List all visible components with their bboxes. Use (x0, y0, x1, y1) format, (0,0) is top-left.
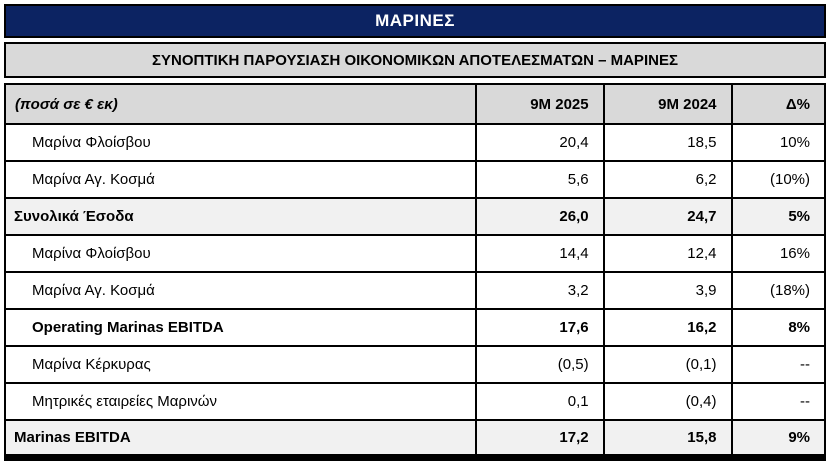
value-9m2025: 3,2 (474, 271, 605, 310)
table-row-operating-marinas-ebitda: Operating Marinas EBITDA 17,6 16,2 8% (4, 308, 826, 347)
value-delta: (10%) (730, 160, 826, 199)
value-9m2024: 18,5 (602, 123, 733, 162)
row-label: Μαρίνα Φλοίσβου (4, 123, 477, 162)
row-label: Μαρίνα Φλοίσβου (4, 234, 477, 273)
value-9m2024: 12,4 (602, 234, 733, 273)
value-delta: (18%) (730, 271, 826, 310)
value-9m2024: 16,2 (602, 308, 733, 347)
table-row-marinas-ebitda: Marinas EBITDA 17,2 15,8 9% (4, 419, 826, 458)
report-subtitle-bar: ΣΥΝΟΠΤΙΚΗ ΠΑΡΟΥΣΙΑΣΗ ΟΙΚΟΝΟΜΙΚΩΝ ΑΠΟΤΕΛΕ… (4, 42, 826, 78)
table-row-marina-kerkyras: Μαρίνα Κέρκυρας (0,5) (0,1) -- (4, 345, 826, 384)
value-9m2025: 26,0 (474, 197, 605, 236)
value-delta: 5% (730, 197, 826, 236)
value-9m2025: 14,4 (474, 234, 605, 273)
value-9m2025: 5,6 (474, 160, 605, 199)
row-label: Μαρίνα Αγ. Κοσμά (4, 160, 477, 199)
value-9m2025: 17,2 (474, 419, 605, 458)
value-delta: 9% (730, 419, 826, 458)
financial-results-table: (ποσά σε € εκ) 9M 2025 9M 2024 Δ% Μαρίνα… (4, 83, 826, 461)
row-label: Μαρίνα Κέρκυρας (4, 345, 477, 384)
value-9m2024: (0,4) (602, 382, 733, 421)
value-9m2024: 24,7 (602, 197, 733, 236)
value-9m2024: 6,2 (602, 160, 733, 199)
table-row-marina-ag-kosma-ebitda: Μαρίνα Αγ. Κοσμά 3,2 3,9 (18%) (4, 271, 826, 310)
row-label: Συνολικά Έσοδα (4, 197, 477, 236)
value-9m2025: 20,4 (474, 123, 605, 162)
page-title: ΜΑΡΙΝΕΣ (375, 11, 455, 30)
value-9m2024: 3,9 (602, 271, 733, 310)
column-header-9m2024: 9M 2024 (602, 83, 733, 125)
value-9m2025: (0,5) (474, 345, 605, 384)
table-row-marina-floisvou-ebitda: Μαρίνα Φλοίσβου 14,4 12,4 16% (4, 234, 826, 273)
row-label: Operating Marinas EBITDA (4, 308, 477, 347)
value-delta: 10% (730, 123, 826, 162)
row-label: Μαρίνα Αγ. Κοσμά (4, 271, 477, 310)
value-delta: -- (730, 345, 826, 384)
value-9m2024: (0,1) (602, 345, 733, 384)
row-label: Μητρικές εταιρείες Μαρινών (4, 382, 477, 421)
value-9m2024: 15,8 (602, 419, 733, 458)
section-title-bar: ΜΑΡΙΝΕΣ (4, 4, 826, 38)
table-header-row: (ποσά σε € εκ) 9M 2025 9M 2024 Δ% (4, 83, 826, 125)
value-delta: -- (730, 382, 826, 421)
table-row-marina-ag-kosma-revenue: Μαρίνα Αγ. Κοσμά 5,6 6,2 (10%) (4, 160, 826, 199)
unit-label: (ποσά σε € εκ) (4, 83, 477, 125)
row-label: Marinas EBITDA (4, 419, 477, 458)
value-delta: 16% (730, 234, 826, 273)
table-row-total-revenue: Συνολικά Έσοδα 26,0 24,7 5% (4, 197, 826, 236)
table-row-marina-floisvou-revenue: Μαρίνα Φλοίσβου 20,4 18,5 10% (4, 123, 826, 162)
report-subtitle: ΣΥΝΟΠΤΙΚΗ ΠΑΡΟΥΣΙΑΣΗ ΟΙΚΟΝΟΜΙΚΩΝ ΑΠΟΤΕΛΕ… (152, 51, 678, 69)
value-9m2025: 17,6 (474, 308, 605, 347)
column-header-delta: Δ% (730, 83, 826, 125)
value-delta: 8% (730, 308, 826, 347)
column-header-9m2025: 9M 2025 (474, 83, 605, 125)
table-row-parent-companies: Μητρικές εταιρείες Μαρινών 0,1 (0,4) -- (4, 382, 826, 421)
value-9m2025: 0,1 (474, 382, 605, 421)
